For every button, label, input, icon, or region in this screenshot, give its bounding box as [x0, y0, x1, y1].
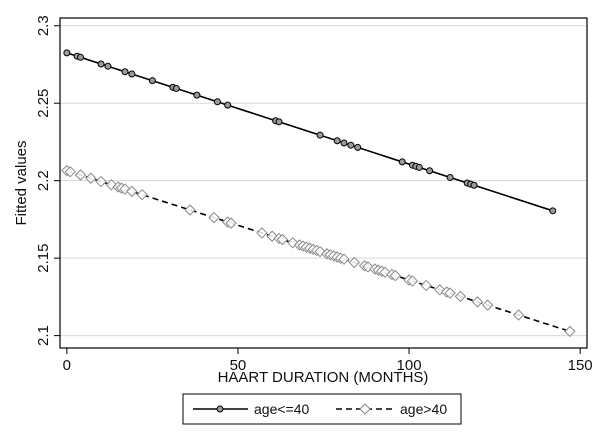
data-point-age-gt-40: [225, 217, 237, 229]
legend: age<=40 age>40: [182, 393, 462, 425]
data-point-age-gt-40: [184, 204, 196, 216]
legend-marker-age-gt-40: [359, 403, 371, 415]
data-point-age-le-40: [549, 207, 557, 215]
plot-frame: [59, 17, 588, 349]
data-point-age-gt-40: [314, 245, 326, 258]
data-point-age-le-40: [104, 62, 112, 70]
grid-lines: [60, 25, 587, 337]
legend-label-age-gt-40: age>40: [400, 401, 447, 417]
data-point-age-le-40: [340, 139, 348, 147]
y-tick-label: 2.3: [35, 15, 52, 36]
data-point-age-le-40: [121, 68, 129, 76]
data-point-age-gt-40: [348, 256, 361, 269]
data-point-age-gt-40: [266, 230, 278, 242]
data-point-age-le-40: [224, 101, 232, 109]
data-point-age-gt-40: [444, 287, 456, 299]
legend-label-age-le-40: age<=40: [254, 401, 309, 417]
data-point-age-gt-40: [420, 279, 432, 292]
y-tick-label: 2.15: [35, 244, 52, 273]
data-point-age-gt-40: [74, 169, 87, 181]
data-point-age-le-40: [354, 143, 362, 151]
data-point-age-le-40: [193, 91, 201, 99]
data-point-age-le-40: [148, 77, 156, 85]
y-axis: 2.1 2.15 2.2 2.25 2.3: [35, 15, 60, 346]
data-point-age-gt-40: [471, 296, 484, 308]
data-point-age-le-40: [275, 118, 283, 126]
data-point-age-gt-40: [136, 188, 148, 201]
data-point-age-gt-40: [434, 284, 446, 296]
data-point-age-le-40: [213, 98, 221, 106]
data-point-age-gt-40: [276, 233, 289, 246]
data-point-age-gt-40: [389, 269, 402, 282]
data-point-age-le-40: [77, 53, 85, 61]
data-point-age-gt-40: [512, 309, 525, 321]
x-tick-label: 50: [230, 357, 247, 374]
data-point-age-gt-40: [454, 290, 467, 303]
data-point-age-le-40: [63, 49, 71, 57]
y-axis-title: Fitted values: [13, 140, 30, 225]
x-axis: 0 50 100 150: [63, 348, 593, 374]
data-point-age-gt-40: [338, 253, 350, 265]
y-tick-label: 2.1: [35, 325, 52, 346]
x-tick-label: 0: [63, 357, 71, 374]
data-point-age-gt-40: [286, 237, 299, 249]
data-point-age-gt-40: [95, 175, 107, 188]
data-point-age-le-40: [333, 137, 341, 145]
series-layer: [61, 49, 576, 338]
data-point-age-le-40: [415, 163, 423, 171]
data-point-age-le-40: [426, 167, 434, 175]
data-point-age-le-40: [470, 181, 478, 189]
data-point-age-le-40: [446, 173, 454, 181]
y-tick-label: 2.25: [35, 89, 52, 118]
data-point-age-gt-40: [85, 172, 97, 184]
y-tick-label: 2.2: [35, 170, 52, 191]
data-point-age-le-40: [398, 158, 406, 166]
data-point-age-gt-40: [64, 165, 76, 178]
data-point-age-le-40: [316, 131, 324, 139]
data-point-age-le-40: [347, 141, 355, 149]
data-point-age-gt-40: [564, 325, 576, 338]
data-point-age-le-40: [128, 70, 136, 78]
data-point-age-gt-40: [208, 211, 220, 224]
x-tick-label: 150: [568, 357, 593, 374]
data-point-age-le-40: [172, 84, 180, 92]
data-point-age-gt-40: [126, 185, 138, 198]
x-tick-label: 100: [397, 357, 422, 374]
legend-marker-age-le-40: [216, 405, 224, 413]
data-point-age-le-40: [97, 60, 105, 68]
x-axis-title: HAART DURATION (MONTHS): [218, 369, 429, 386]
data-point-age-gt-40: [406, 275, 419, 287]
data-point-age-gt-40: [256, 227, 268, 239]
data-point-age-gt-40: [482, 299, 494, 311]
